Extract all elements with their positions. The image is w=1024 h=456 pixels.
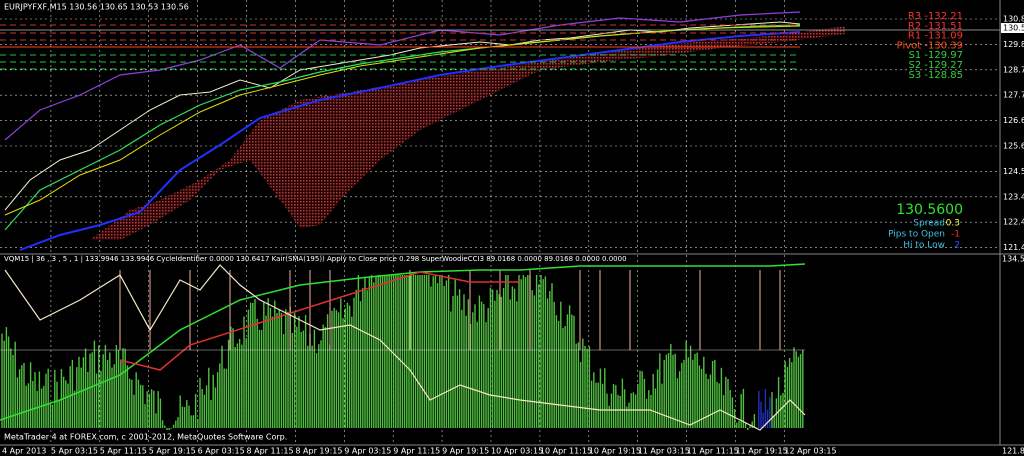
time-label: 12 Apr 03:15: [784, 447, 836, 456]
pivot-value: -129.27: [924, 60, 963, 71]
pivot-value: -132.21: [924, 11, 963, 22]
time-label: 8 Apr 11:15: [247, 447, 294, 456]
time-label: 9 Apr 03:15: [344, 447, 391, 456]
price-label: 121.40: [1003, 243, 1024, 252]
pivot-name: R2: [908, 21, 921, 32]
cci-line: [4, 264, 806, 431]
pivot-value: -128.85: [924, 70, 963, 81]
indicator-info: VQM15 | 36 , 3 , 5 , 1 | 133.9946 133.99…: [4, 255, 627, 263]
time-label: 10 Apr 03:15: [491, 447, 543, 456]
info-label: Spread: [913, 219, 945, 229]
price-label: 128.75: [1003, 65, 1024, 74]
symbol-info: EURJPYFXF,M15 130.56 130.65 130.53 130.5…: [4, 3, 189, 12]
pivot-name: R1: [908, 31, 921, 42]
price-label: 129.80: [1003, 40, 1024, 49]
ichimoku-cloud: [90, 26, 845, 240]
time-label: 6 Apr 03:15: [198, 447, 245, 456]
pivot-value: -129.97: [924, 50, 963, 61]
pivot-value: -131.51: [924, 21, 963, 32]
time-label: 11 Apr 11:15: [687, 447, 739, 456]
pivot-value: -130.39: [924, 40, 963, 51]
time-label: 9 Apr 11:15: [393, 447, 440, 456]
time-label: 5 Apr 19:15: [149, 447, 196, 456]
pivot-name: S2: [908, 60, 921, 71]
info-value: 2: [954, 241, 960, 251]
price-label: 130.85: [1003, 15, 1024, 24]
pivot-name: Pivot: [897, 40, 922, 51]
pivot-label: S2 -129.27: [908, 60, 963, 71]
time-label: 4 Apr 2013: [2, 447, 46, 456]
ma-line: [19, 31, 801, 251]
yellow-line: [4, 25, 801, 216]
current-price-box: [1001, 23, 1024, 33]
pivot-label: R1 -131.09: [908, 31, 963, 42]
pivot-name: S3: [908, 70, 921, 81]
time-label: 10 Apr 19:15: [589, 447, 641, 456]
indicator-scale-bottom: 121.875: [1002, 447, 1024, 456]
pivot-label: R2 -131.51: [908, 21, 963, 32]
pivot-label: R3 -132.21: [908, 11, 963, 22]
time-label: 9 Apr 19:15: [442, 447, 489, 456]
info-label: Hi to Low: [903, 241, 945, 251]
price-label: 125.60: [1003, 142, 1024, 151]
price-label: 122.40: [1003, 218, 1024, 227]
pivot-name: S1: [908, 50, 921, 61]
current-price: 130.56: [1003, 24, 1024, 33]
copyright: MetaTrader 4 at FOREX.com, c 2001-2012, …: [4, 433, 287, 442]
info-price: 130.5600: [896, 202, 963, 218]
pivot-label: S3 -128.85: [908, 70, 963, 81]
pivot-label: S1 -129.97: [908, 50, 963, 61]
info-value: 0.3: [946, 219, 960, 229]
info-label: Pips to Open: [888, 230, 945, 240]
price-label: 123.45: [1003, 192, 1024, 201]
time-label: 5 Apr 03:15: [51, 447, 98, 456]
time-label: 5 Apr 11:15: [100, 447, 147, 456]
time-label: 11 Apr 03:15: [638, 447, 690, 456]
histogram: [1, 270, 804, 430]
price-label: 124.55: [1003, 167, 1024, 176]
info-value: -1: [951, 230, 960, 240]
price-label: 126.65: [1003, 116, 1024, 125]
pivot-name: R3: [908, 11, 921, 22]
pivot-value: -131.09: [924, 31, 963, 42]
time-label: 8 Apr 19:15: [295, 447, 342, 456]
kair-line-red: [119, 271, 520, 371]
pivot-label: Pivot -130.39: [897, 40, 963, 51]
time-label: 10 Apr 11:15: [540, 447, 592, 456]
indicator-scale-top: 134.571: [1002, 255, 1024, 264]
time-label: 11 Apr 19:15: [736, 447, 788, 456]
price-label: 127.70: [1003, 91, 1024, 100]
